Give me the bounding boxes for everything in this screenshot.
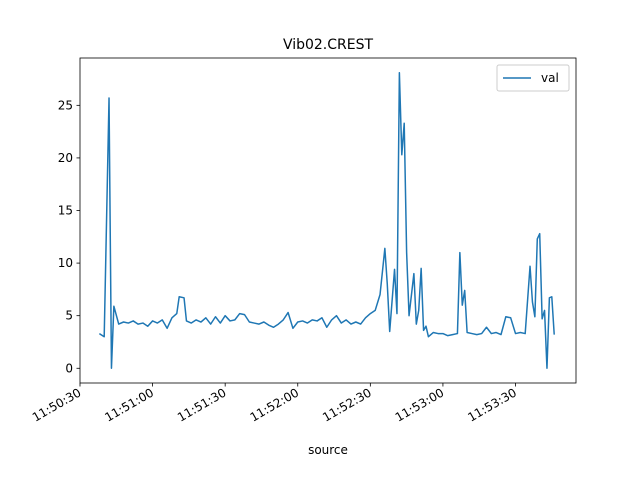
- x-axis-label: source: [308, 443, 348, 457]
- line: [98, 71, 555, 370]
- chart-title: Vib02.CREST: [283, 37, 374, 53]
- plot-frame: [79, 57, 577, 384]
- y-tick-label: 10: [58, 256, 73, 270]
- y-tick-label: 0: [65, 361, 73, 375]
- y-tick-label: 20: [58, 151, 73, 165]
- legend-label: val: [541, 71, 559, 85]
- y-tick-label: 15: [58, 204, 73, 218]
- y-tick-label: 5: [65, 309, 73, 323]
- y-tick-label: 25: [58, 98, 73, 112]
- legend-box: [496, 64, 570, 92]
